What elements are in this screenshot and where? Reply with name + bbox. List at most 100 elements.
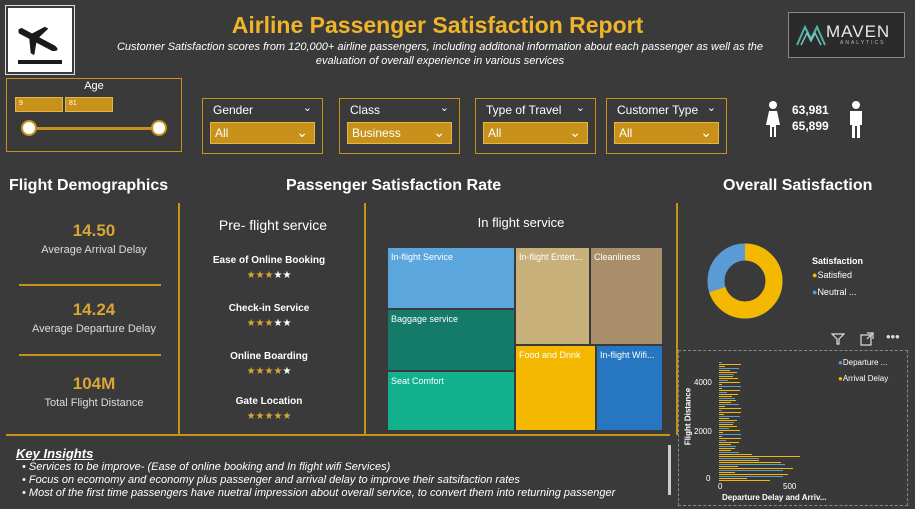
brand-subtitle: ANALYTICS	[840, 40, 886, 46]
y-tick: 4000	[694, 378, 712, 387]
tile-seat-comfort[interactable]: Seat Comfort	[387, 371, 515, 431]
scatter-legend-arrival-label: Arrival Delay	[842, 374, 889, 383]
chevron-down-icon[interactable]: ⌄	[706, 102, 716, 114]
scatter-point	[719, 442, 739, 443]
scatter-point	[719, 436, 722, 437]
star-rating: ★★★★★	[183, 270, 355, 281]
scatter-point	[719, 432, 723, 433]
chevron-down-icon[interactable]: ⌄	[302, 102, 312, 114]
travel-type-select[interactable]: All ⌄	[483, 122, 588, 144]
scatter-point	[719, 470, 783, 471]
legend-dot-icon: ●	[812, 287, 818, 297]
scatter-point	[719, 466, 738, 467]
class-select[interactable]: Business ⌄	[347, 122, 452, 144]
scatter-point	[719, 476, 783, 477]
satisfaction-donut[interactable]	[700, 236, 790, 326]
subtitle-line-2: evaluation of overall experience in vari…	[315, 55, 565, 67]
scatter-point	[719, 374, 734, 375]
customer-type-select[interactable]: All ⌄	[614, 122, 719, 144]
focus-mode-icon[interactable]	[860, 332, 874, 346]
delay-distance-chart[interactable]	[678, 350, 908, 506]
legend-neutral: ●Neutral ...	[812, 287, 856, 297]
chevron-down-icon: ⌄	[700, 124, 712, 140]
tile-wifi[interactable]: In-flight Wifi...	[596, 345, 663, 431]
scatter-point	[719, 456, 800, 457]
male-icon	[850, 101, 862, 138]
scatter-point	[719, 366, 725, 367]
legend-satisfied-label: Satisfied	[817, 270, 852, 280]
scatter-point	[719, 418, 729, 419]
report-subtitle: Customer Satisfaction scores from 120,00…	[95, 40, 785, 68]
divider	[19, 354, 161, 356]
gender-select[interactable]: All ⌄	[210, 122, 315, 144]
divider	[364, 203, 366, 435]
in-flight-title: In flight service	[477, 215, 565, 230]
scatter-point	[719, 422, 734, 423]
age-slicer	[6, 78, 182, 152]
star-icon: ★	[282, 366, 292, 377]
scatter-point	[719, 478, 747, 479]
scatter-point	[719, 412, 741, 413]
scatter-point	[719, 472, 735, 473]
star-icon: ★	[273, 270, 283, 281]
star-icon: ★	[282, 270, 292, 281]
star-rating: ★★★★★	[183, 318, 355, 329]
scatter-point	[719, 440, 726, 441]
tile-cleanliness[interactable]: Cleanliness	[590, 247, 663, 345]
scatter-point	[719, 394, 738, 395]
tile-food-drink[interactable]: Food and Drink	[515, 345, 596, 431]
star-rating: ★★★★★	[183, 366, 355, 377]
scatter-point	[719, 454, 752, 455]
scatter-point	[719, 414, 724, 415]
x-tick: 0	[718, 482, 723, 491]
scatter-point	[719, 468, 793, 469]
travel-type-filter: Type of Travel ⌄ All ⌄	[475, 98, 596, 154]
star-icon: ★	[255, 366, 265, 377]
legend-neutral-label: Neutral ...	[817, 287, 857, 297]
flight-demographics-heading: Flight Demographics	[9, 177, 169, 194]
scatter-point	[719, 396, 732, 397]
scatter-point	[719, 400, 736, 401]
scatter-point	[719, 380, 728, 381]
pre-flight-title: Pre- flight service	[218, 217, 328, 233]
flight-distance-value: 104M	[72, 374, 116, 393]
chevron-down-icon: ⌄	[569, 124, 581, 140]
scatter-point	[719, 462, 781, 463]
tile-entertainment[interactable]: In-flight Entert...	[515, 247, 590, 345]
travel-type-filter-label: Type of Travel	[486, 103, 562, 117]
scatter-point	[719, 416, 740, 417]
scatter-point	[719, 392, 727, 393]
scrollbar[interactable]	[668, 445, 671, 495]
customer-type-filter: Customer Type ⌄ All ⌄	[606, 98, 727, 154]
scatter-point	[719, 452, 739, 453]
scatter-point	[719, 480, 770, 481]
age-min-handle[interactable]	[21, 120, 37, 136]
subtitle-line-1: Customer Satisfaction scores from 120,00…	[116, 41, 763, 53]
y-tick: 0	[706, 474, 711, 483]
scatter-point	[719, 448, 735, 449]
star-icon: ★	[255, 318, 265, 329]
scatter-point	[719, 368, 739, 369]
tile-inflight-service[interactable]: In-flight Service	[387, 247, 515, 309]
tile-baggage[interactable]: Baggage service	[387, 309, 515, 371]
airplane-icon	[18, 26, 62, 64]
star-icon: ★	[264, 318, 274, 329]
scatter-point	[719, 458, 759, 459]
age-max-handle[interactable]	[151, 120, 167, 136]
filter-icon[interactable]	[831, 332, 845, 346]
scatter-point	[719, 460, 759, 461]
male-count: 65,899	[792, 119, 829, 133]
scatter-point	[719, 424, 733, 425]
gender-select-value: All	[215, 126, 229, 140]
age-min-input[interactable]: 9	[15, 97, 63, 112]
chevron-down-icon: ⌄	[296, 124, 308, 140]
scatter-point	[719, 438, 741, 439]
divider	[19, 284, 161, 286]
chevron-down-icon[interactable]: ⌄	[439, 102, 449, 114]
legend-dot-icon: ●	[838, 358, 843, 367]
insight-line: • Focus on ecomomy and economy plus pass…	[22, 474, 520, 486]
more-options-icon[interactable]: •••	[886, 329, 900, 344]
scatter-point	[719, 450, 731, 451]
chevron-down-icon[interactable]: ⌄	[575, 102, 585, 114]
age-max-input[interactable]: 81	[65, 97, 113, 112]
